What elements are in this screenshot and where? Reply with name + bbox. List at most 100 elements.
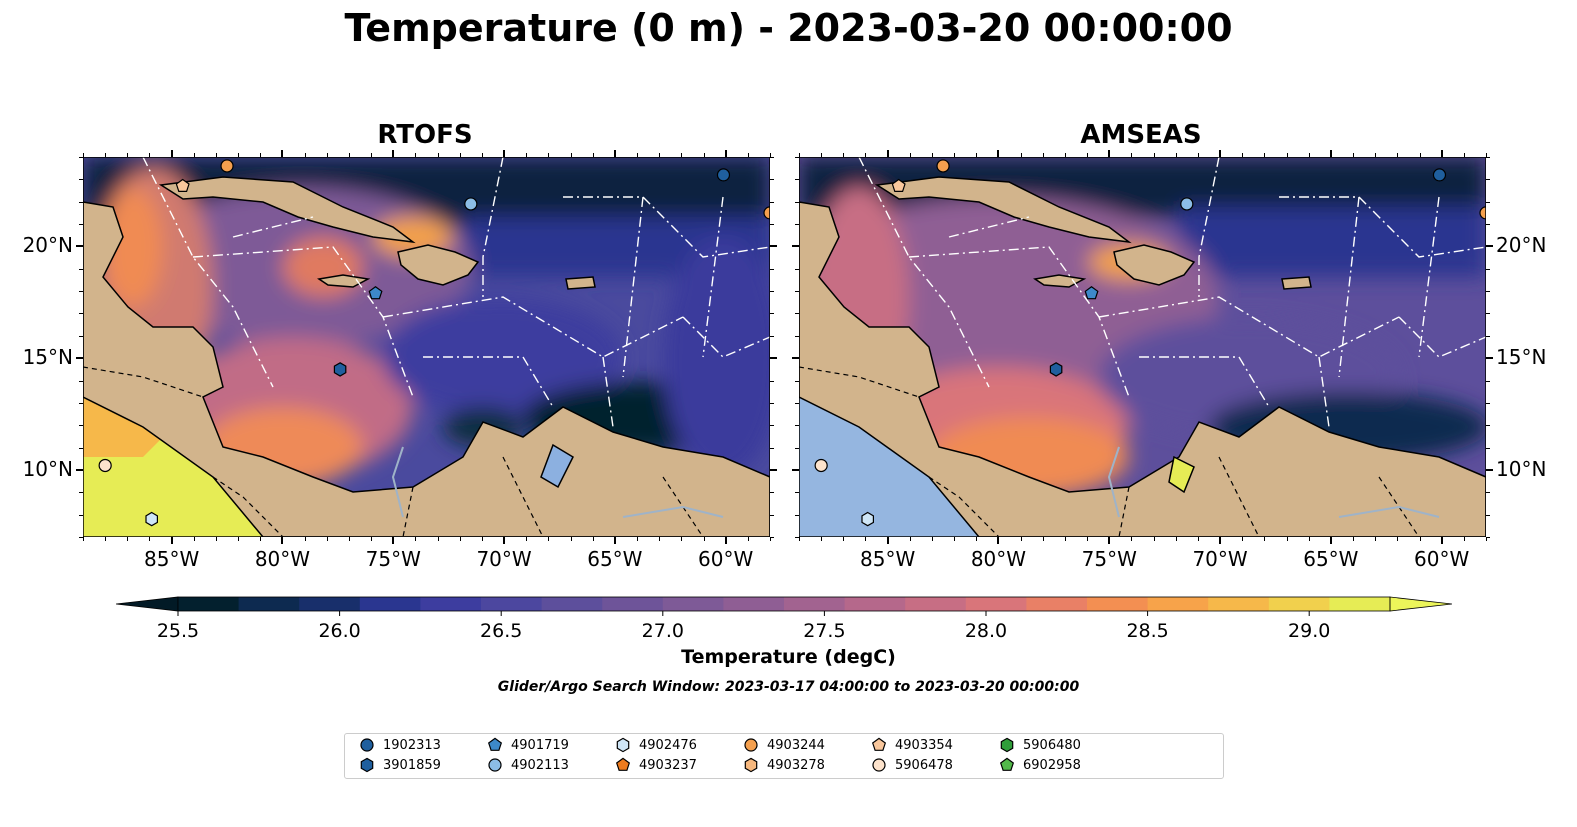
lat-minor-tick bbox=[1486, 402, 1490, 404]
lon-tick-label: 85°W bbox=[144, 547, 200, 571]
lon-minor-tick bbox=[348, 537, 350, 541]
lon-minor-tick bbox=[1264, 537, 1266, 541]
colorbar-tick-label: 26.5 bbox=[480, 620, 522, 642]
lon-minor-tick bbox=[637, 153, 639, 157]
lon-tick-label: 65°W bbox=[587, 547, 643, 571]
lat-tick-label: 10°N bbox=[1496, 456, 1547, 481]
legend-item: 4901719 bbox=[487, 737, 569, 753]
lon-tick-label: 85°W bbox=[860, 547, 916, 571]
lat-minor-tick bbox=[1486, 492, 1490, 494]
lon-minor-tick bbox=[1020, 537, 1022, 541]
lon-tick-mark bbox=[1329, 150, 1332, 157]
lon-minor-tick bbox=[1463, 537, 1465, 541]
float-marker-4903354 bbox=[891, 178, 906, 193]
float-marker-1902313 bbox=[1432, 168, 1447, 182]
colorbar-cell bbox=[602, 597, 664, 611]
lon-minor-tick bbox=[1242, 153, 1244, 157]
lat-minor-tick bbox=[79, 313, 83, 315]
lon-minor-tick bbox=[770, 537, 771, 541]
lat-minor-tick bbox=[795, 157, 799, 158]
lon-minor-tick bbox=[637, 537, 639, 541]
lat-tick-mark bbox=[770, 245, 777, 248]
lat-minor-tick bbox=[770, 201, 774, 203]
lon-minor-tick bbox=[865, 537, 867, 541]
lon-minor-tick bbox=[570, 153, 572, 157]
colorbar-cell bbox=[723, 597, 785, 611]
lat-minor-tick bbox=[770, 313, 774, 315]
legend-label: 4902113 bbox=[511, 757, 569, 773]
colorbar-cell bbox=[178, 597, 240, 611]
lat-minor-tick bbox=[1486, 380, 1490, 382]
lon-minor-tick bbox=[681, 537, 683, 541]
lon-minor-tick bbox=[238, 153, 240, 157]
lon-minor-tick bbox=[1153, 537, 1155, 541]
lon-tick-mark bbox=[1219, 537, 1222, 544]
legend-marker-pentagon bbox=[487, 737, 503, 751]
float-marker-4902113 bbox=[464, 197, 478, 211]
lon-minor-tick bbox=[437, 153, 439, 157]
lon-tick-label: 75°W bbox=[1081, 547, 1137, 571]
colorbar-cell bbox=[420, 597, 482, 611]
legend-label: 3901859 bbox=[383, 757, 441, 773]
lat-minor-tick bbox=[79, 425, 83, 427]
lat-minor-tick bbox=[1486, 268, 1490, 270]
lon-tick-label: 80°W bbox=[970, 547, 1027, 571]
legend-item: 4903278 bbox=[743, 757, 825, 773]
lon-tick-mark bbox=[1440, 537, 1443, 544]
colorbar-cell bbox=[359, 597, 421, 611]
lon-minor-tick bbox=[149, 153, 151, 157]
lon-minor-tick bbox=[909, 153, 911, 157]
lon-tick-mark bbox=[170, 150, 173, 157]
lat-tick-label: 15°N bbox=[22, 345, 73, 370]
lat-minor-tick bbox=[770, 335, 774, 337]
lon-minor-tick bbox=[931, 537, 933, 541]
legend-label: 6902958 bbox=[1023, 757, 1081, 773]
lat-minor-tick bbox=[770, 514, 774, 516]
lon-minor-tick bbox=[703, 537, 705, 541]
lon-minor-tick bbox=[821, 537, 823, 541]
lon-minor-tick bbox=[1286, 153, 1288, 157]
lon-tick-mark bbox=[613, 150, 616, 157]
float-legend: 1902313 3901859 4901719 4902113 4902476 49032… bbox=[344, 733, 1224, 779]
lat-tick-mark bbox=[76, 357, 83, 360]
lon-minor-tick bbox=[1042, 153, 1044, 157]
lon-minor-tick bbox=[459, 537, 461, 541]
lon-minor-tick bbox=[976, 537, 978, 541]
legend-marker-hexagon bbox=[1000, 737, 1014, 753]
lon-tick-label: 75°W bbox=[365, 547, 421, 571]
float-marker-4903244 bbox=[1479, 206, 1486, 220]
lon-minor-tick bbox=[821, 153, 823, 157]
colorbar-tick-label: 28.5 bbox=[1126, 620, 1168, 642]
lat-tick-mark bbox=[770, 468, 777, 471]
lat-minor-tick bbox=[79, 537, 83, 538]
lon-minor-tick bbox=[747, 153, 749, 157]
lat-minor-tick bbox=[770, 268, 774, 270]
lat-minor-tick bbox=[79, 157, 83, 158]
lon-minor-tick bbox=[1175, 537, 1177, 541]
lat-minor-tick bbox=[770, 380, 774, 382]
lon-minor-tick bbox=[703, 153, 705, 157]
lat-minor-tick bbox=[79, 179, 83, 181]
legend-marker-circle bbox=[744, 738, 758, 752]
lat-minor-tick bbox=[795, 335, 799, 337]
map-amseas bbox=[799, 157, 1486, 537]
legend-item: 1902313 bbox=[359, 737, 441, 753]
lon-minor-tick bbox=[1087, 537, 1089, 541]
float-marker-1902313 bbox=[716, 168, 731, 182]
lon-minor-tick bbox=[105, 537, 107, 541]
legend-label: 4903354 bbox=[895, 737, 953, 753]
lat-minor-tick bbox=[79, 380, 83, 382]
lat-minor-tick bbox=[795, 380, 799, 382]
lat-minor-tick bbox=[1486, 335, 1490, 337]
legend-label: 1902313 bbox=[383, 737, 441, 753]
lat-tick-mark bbox=[792, 357, 799, 360]
lat-tick-mark bbox=[76, 245, 83, 248]
lon-minor-tick bbox=[1175, 153, 1177, 157]
lon-minor-tick bbox=[1397, 537, 1399, 541]
colorbar-cell bbox=[238, 597, 300, 611]
lat-minor-tick bbox=[770, 447, 774, 449]
lat-minor-tick bbox=[770, 291, 774, 293]
lon-minor-tick bbox=[1375, 537, 1377, 541]
legend-label: 4903244 bbox=[767, 737, 825, 753]
lon-minor-tick bbox=[238, 537, 240, 541]
